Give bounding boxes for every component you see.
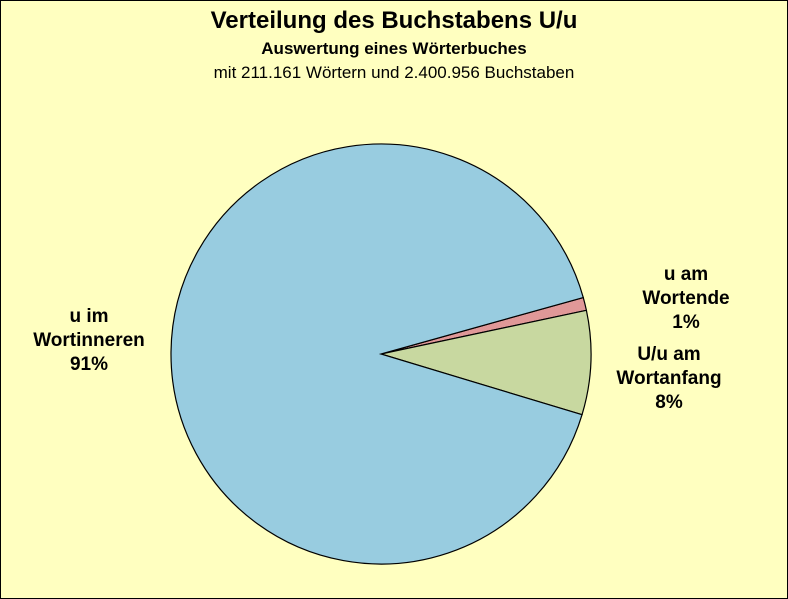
- slice-label-wortanfang: U/u am Wortanfang 8%: [616, 344, 722, 413]
- slice-label-wortinneren: u im Wortinneren 91%: [33, 306, 145, 375]
- pie-slice-wortinneren: [170, 143, 585, 565]
- chart-title: Verteilung des Buchstabens U/u: [210, 7, 578, 34]
- pie-slice-wortanfang: [380, 309, 592, 416]
- slice-label-wortende: u am Wortende 1%: [642, 264, 730, 333]
- chart-subtitle-detail: mit 211.161 Wörtern und 2.400.956 Buchst…: [213, 63, 575, 82]
- chart-subtitle: Auswertung eines Wörterbuches: [261, 39, 527, 58]
